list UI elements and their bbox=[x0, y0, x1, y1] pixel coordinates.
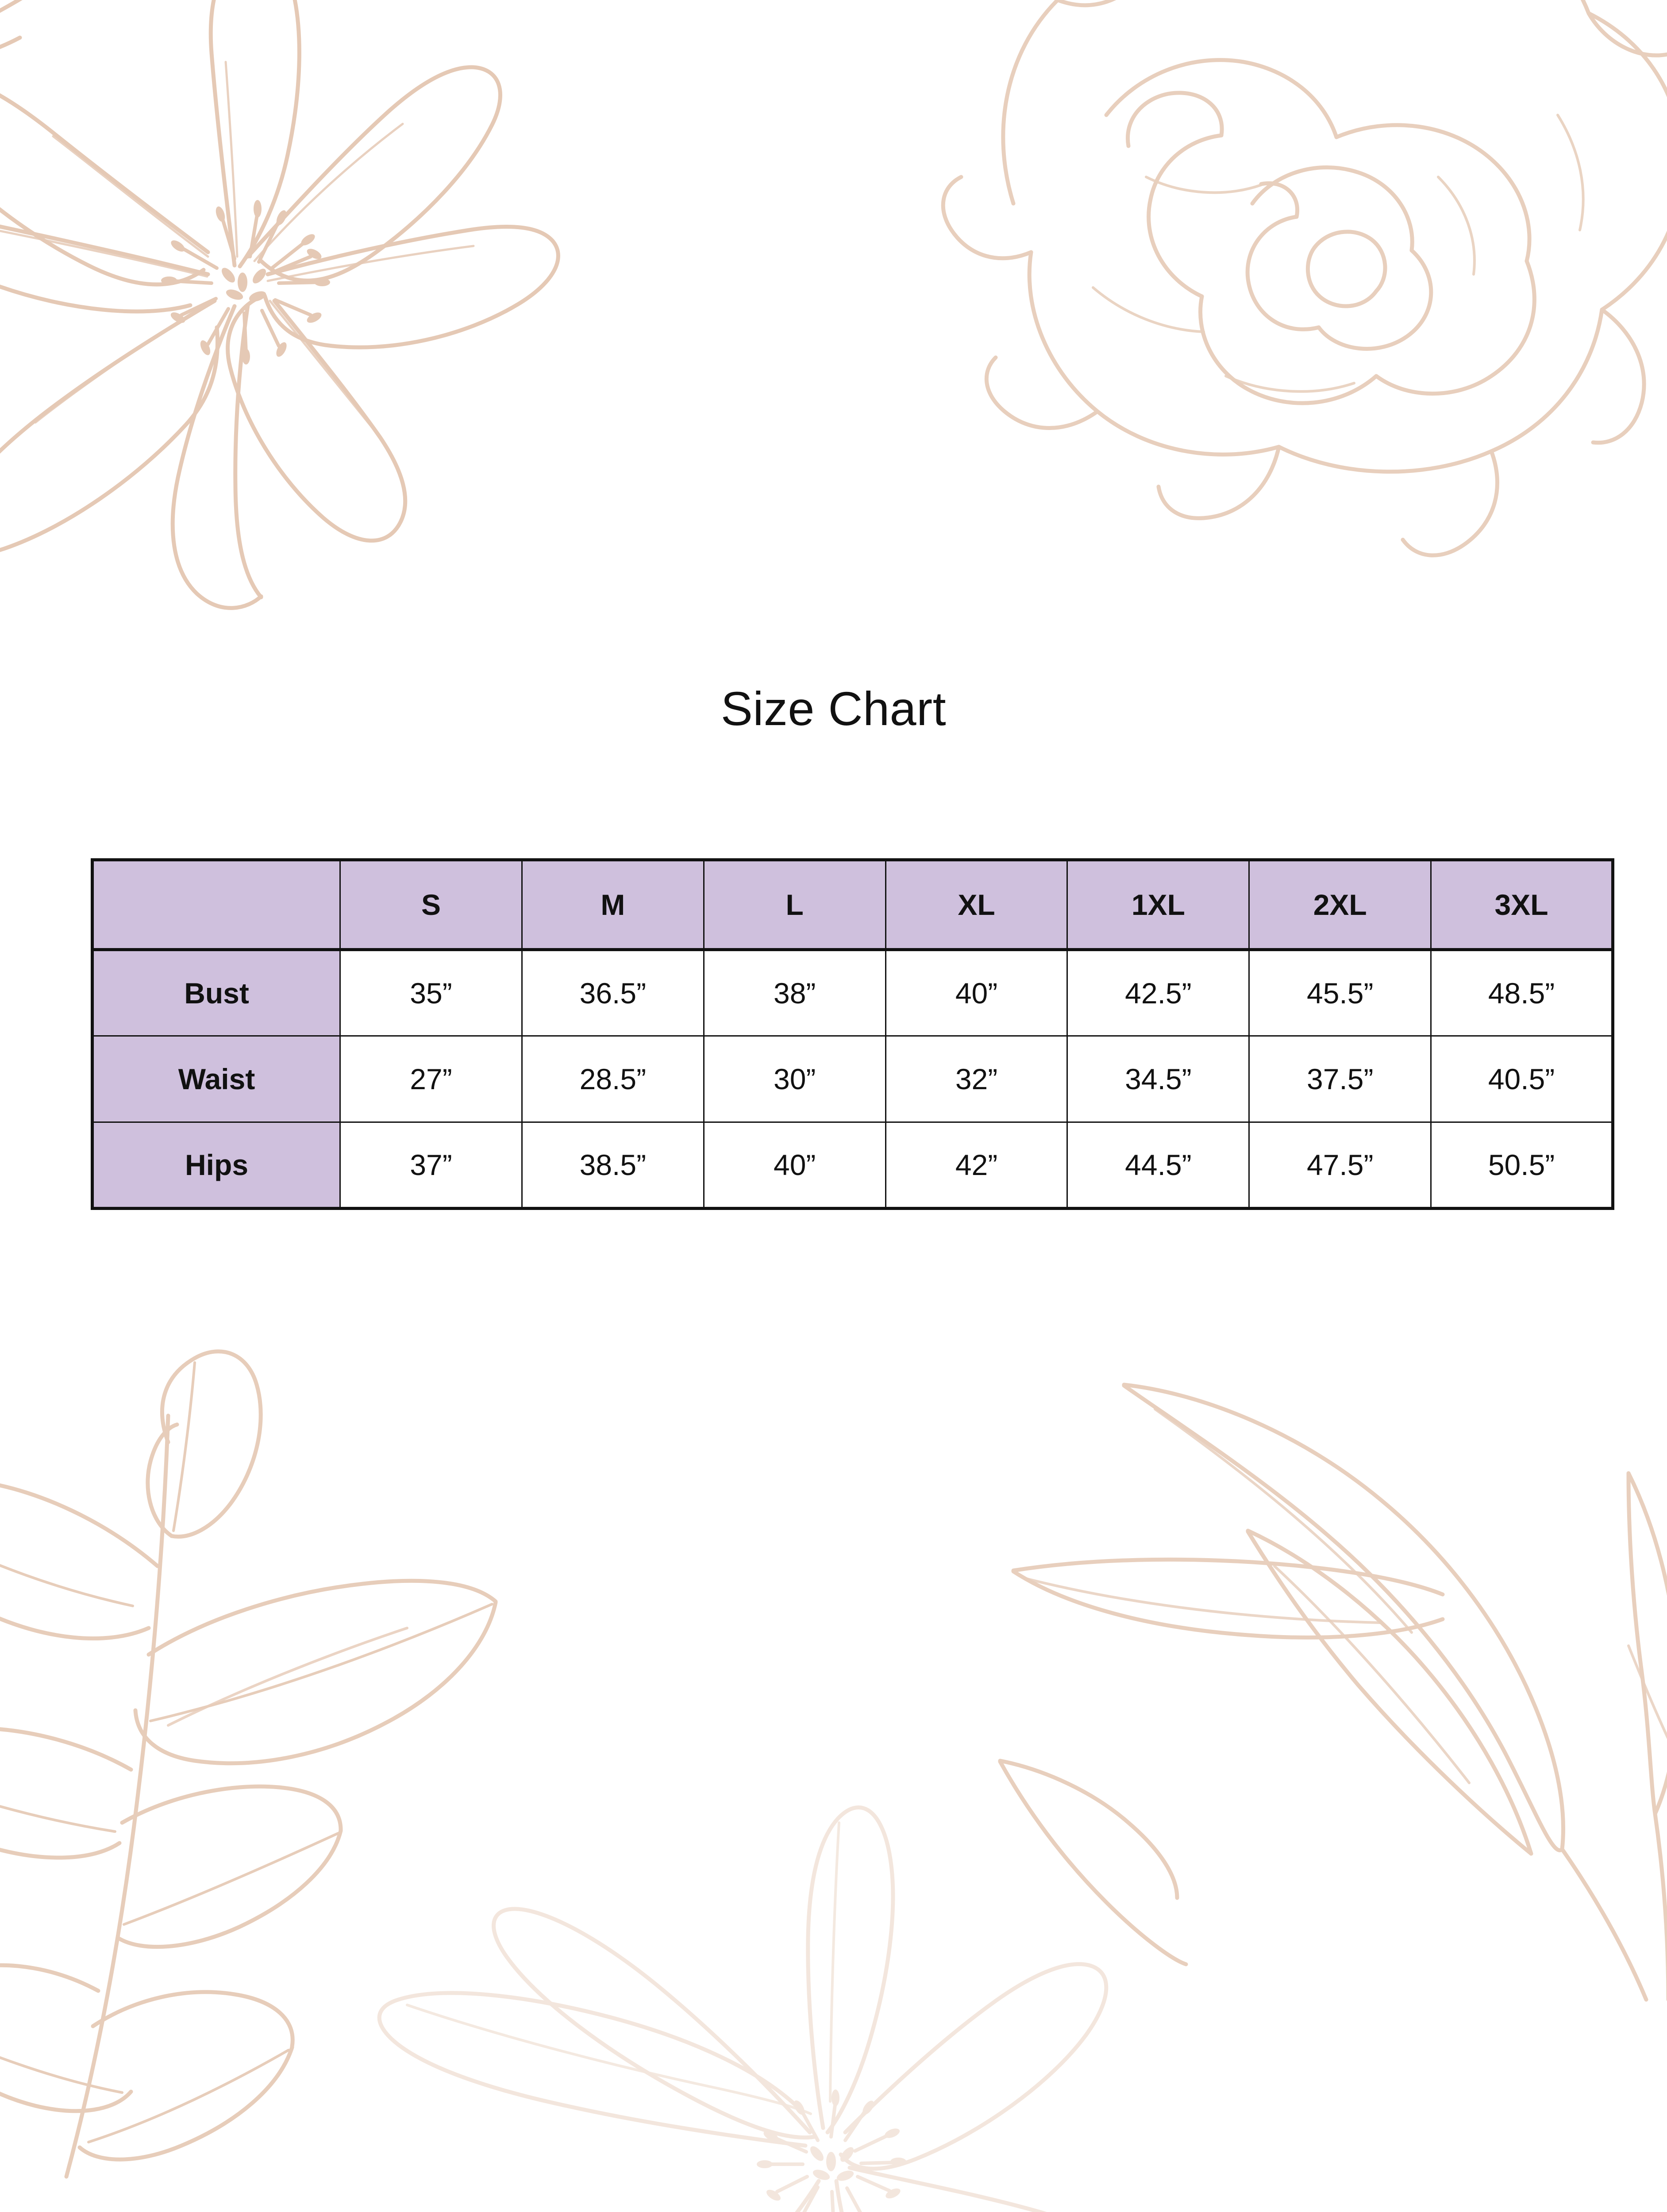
table-row: Bust 35” 36.5” 38” 40” 42.5” 45.5” 48.5” bbox=[91, 949, 1613, 1037]
cell-bust-xl: 40” bbox=[885, 949, 1068, 1037]
size-chart-table-container: S M L XL 1XL 2XL 3XL Bust 35” 36.5” 38” … bbox=[91, 858, 1614, 1210]
column-header-m: M bbox=[521, 859, 705, 951]
page-title: Size Chart bbox=[720, 682, 947, 735]
cell-bust-3xl: 48.5” bbox=[1430, 949, 1613, 1037]
column-header-3xl: 3XL bbox=[1430, 859, 1613, 951]
cell-bust-2xl: 45.5” bbox=[1248, 949, 1432, 1037]
cell-hips-3xl: 50.5” bbox=[1430, 1121, 1613, 1209]
row-label-hips: Hips bbox=[91, 1121, 341, 1209]
cell-hips-1xl: 44.5” bbox=[1066, 1121, 1250, 1209]
leaf-branch-icon bbox=[0, 1349, 531, 2212]
table-row: Waist 27” 28.5” 30” 32” 34.5” 37.5” 40.5… bbox=[91, 1035, 1613, 1123]
size-chart-table: S M L XL 1XL 2XL 3XL Bust 35” 36.5” 38” … bbox=[91, 858, 1614, 1210]
cell-hips-l: 40” bbox=[703, 1121, 886, 1209]
cell-waist-3xl: 40.5” bbox=[1430, 1035, 1613, 1123]
table-header-row: S M L XL 1XL 2XL 3XL bbox=[91, 859, 1613, 951]
peony-bloom-icon bbox=[916, 0, 1667, 655]
column-header-l: L bbox=[703, 859, 886, 951]
column-header-xl: XL bbox=[885, 859, 1068, 951]
cell-bust-l: 38” bbox=[703, 949, 886, 1037]
cell-waist-xl: 32” bbox=[885, 1035, 1068, 1123]
cell-waist-l: 30” bbox=[703, 1035, 886, 1123]
grass-leaves-icon bbox=[998, 1336, 1667, 2008]
table-corner-cell bbox=[91, 859, 341, 951]
table-row: Hips 37” 38.5” 40” 42” 44.5” 47.5” 50.5” bbox=[91, 1121, 1613, 1209]
column-header-s: S bbox=[339, 859, 523, 951]
cell-hips-m: 38.5” bbox=[521, 1121, 705, 1209]
row-label-waist: Waist bbox=[91, 1035, 341, 1123]
cell-bust-1xl: 42.5” bbox=[1066, 949, 1250, 1037]
cell-bust-s: 35” bbox=[339, 949, 523, 1037]
cell-waist-2xl: 37.5” bbox=[1248, 1035, 1432, 1123]
clematis-flower-icon bbox=[0, 0, 566, 619]
cell-bust-m: 36.5” bbox=[521, 949, 705, 1037]
column-header-1xl: 1XL bbox=[1066, 859, 1250, 951]
clematis-flower-faded-icon bbox=[336, 1690, 1115, 2212]
cell-hips-xl: 42” bbox=[885, 1121, 1068, 1209]
cell-waist-m: 28.5” bbox=[521, 1035, 705, 1123]
cell-hips-s: 37” bbox=[339, 1121, 523, 1209]
row-label-bust: Bust bbox=[91, 949, 341, 1037]
cell-hips-2xl: 47.5” bbox=[1248, 1121, 1432, 1209]
cell-waist-1xl: 34.5” bbox=[1066, 1035, 1250, 1123]
column-header-2xl: 2XL bbox=[1248, 859, 1432, 951]
cell-waist-s: 27” bbox=[339, 1035, 523, 1123]
